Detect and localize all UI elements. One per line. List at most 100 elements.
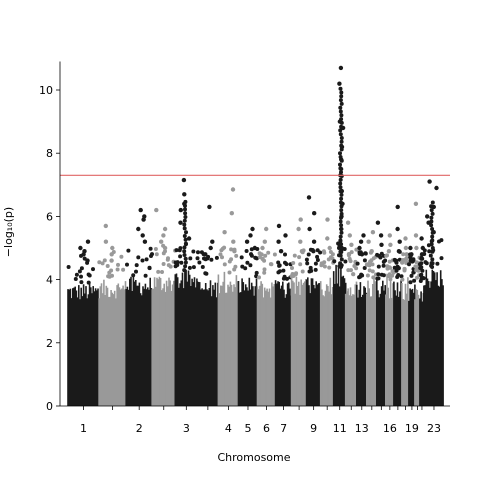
snp-point bbox=[77, 269, 82, 274]
snp-point bbox=[422, 248, 427, 253]
peak-snp-point bbox=[413, 201, 419, 206]
peak-snp-point bbox=[419, 236, 424, 241]
peak-snp-point bbox=[361, 233, 366, 238]
peak-snp-point bbox=[182, 222, 187, 227]
peak-snp-point bbox=[183, 199, 188, 204]
peak-snp-point bbox=[312, 211, 317, 216]
peak-snp-point bbox=[110, 245, 115, 251]
peak-snp-point bbox=[244, 239, 250, 244]
snp-point bbox=[313, 261, 318, 266]
peak-snp-point bbox=[339, 90, 344, 95]
snp-point bbox=[439, 238, 444, 243]
peak-snp-point bbox=[230, 187, 236, 192]
peak-snp-point bbox=[346, 252, 352, 257]
snp-point bbox=[107, 274, 112, 279]
snp-point bbox=[297, 255, 302, 260]
snp-point bbox=[249, 253, 254, 258]
peak-snp-point bbox=[349, 242, 354, 247]
x-tick-label: 13 bbox=[355, 422, 369, 435]
snp-point bbox=[134, 263, 139, 268]
snp-point bbox=[254, 270, 259, 275]
snp-point bbox=[102, 258, 107, 263]
peak-snp-point bbox=[78, 245, 83, 251]
peak-snp-point bbox=[264, 226, 269, 232]
peak-snp-point bbox=[103, 239, 109, 244]
x-tick-label: 1 bbox=[80, 422, 87, 435]
chromosome-8-points bbox=[237, 226, 260, 406]
peak-snp-point bbox=[338, 249, 343, 254]
chromosome-11-points bbox=[289, 217, 307, 406]
snp-point bbox=[178, 254, 183, 259]
peak-snp-point bbox=[182, 268, 187, 273]
x-tick-label: 5 bbox=[244, 422, 251, 435]
peak-snp-point bbox=[379, 242, 384, 247]
peak-snp-point bbox=[430, 227, 435, 231]
chromosome-2-points bbox=[97, 223, 127, 406]
peak-snp-point bbox=[252, 245, 257, 251]
peak-snp-point bbox=[203, 252, 208, 257]
peak-snp-point bbox=[210, 239, 215, 244]
snp-point bbox=[419, 256, 424, 261]
peak-snp-point bbox=[311, 249, 316, 254]
snp-point bbox=[107, 270, 112, 275]
snp-point bbox=[315, 254, 320, 259]
chromosome-6-points bbox=[195, 204, 219, 406]
peak-snp-point bbox=[338, 181, 343, 186]
peak-snp-point bbox=[178, 220, 183, 225]
peak-snp-point bbox=[430, 257, 435, 262]
peak-snp-point bbox=[178, 207, 183, 213]
peak-snp-point bbox=[250, 226, 255, 232]
peak-snp-point bbox=[339, 101, 344, 106]
peak-snp-point bbox=[154, 207, 159, 213]
peak-snp-point bbox=[182, 226, 187, 231]
snp-point bbox=[305, 261, 310, 266]
snp-point bbox=[156, 269, 161, 274]
snp-point bbox=[343, 259, 348, 264]
peak-snp-point bbox=[429, 219, 434, 224]
peak-snp-point bbox=[339, 204, 344, 209]
snp-point bbox=[143, 273, 148, 278]
snp-point bbox=[313, 267, 318, 272]
peak-snp-point bbox=[142, 239, 148, 244]
snp-point bbox=[388, 277, 393, 282]
x-tick-label: 3 bbox=[183, 422, 190, 435]
snp-point bbox=[174, 248, 179, 253]
snp-point bbox=[227, 270, 232, 275]
peak-snp-point bbox=[387, 233, 392, 238]
snp-point bbox=[357, 275, 362, 280]
peak-snp-point bbox=[338, 151, 342, 156]
peak-snp-point bbox=[136, 226, 141, 232]
peak-snp-point bbox=[339, 192, 344, 197]
chromosome-9-points bbox=[256, 226, 277, 406]
peak-snp-point bbox=[430, 234, 435, 239]
snp-point bbox=[418, 266, 423, 270]
snp-point bbox=[283, 260, 287, 265]
y-axis: 0 2 4 6 8 10 bbox=[39, 61, 61, 413]
peak-snp-point bbox=[395, 204, 400, 210]
y-tick-label: 2 bbox=[46, 337, 53, 350]
snp-point bbox=[435, 261, 440, 266]
peak-snp-point bbox=[337, 81, 342, 86]
snp-point bbox=[187, 265, 192, 270]
peak-snp-point bbox=[358, 239, 364, 244]
peak-snp-point bbox=[339, 158, 344, 163]
peak-snp-point bbox=[339, 147, 344, 152]
x-tick-label: 16 bbox=[383, 422, 397, 435]
snp-point bbox=[409, 273, 414, 278]
peak-snp-point bbox=[109, 258, 114, 263]
chromosome-7-points bbox=[217, 187, 239, 406]
y-axis-label: −log₁₀(p) bbox=[2, 207, 15, 257]
snp-point bbox=[346, 268, 351, 273]
snp-point bbox=[363, 251, 368, 256]
chromosome-1-points bbox=[66, 239, 99, 406]
snp-point bbox=[173, 264, 178, 269]
snp-point bbox=[154, 252, 159, 257]
snp-point bbox=[367, 268, 372, 273]
x-tick-label: 11 bbox=[333, 422, 347, 435]
peak-snp-point bbox=[82, 249, 87, 254]
peak-snp-point bbox=[306, 195, 312, 200]
snp-point bbox=[411, 270, 416, 275]
snp-point bbox=[362, 258, 367, 263]
peak-snp-point bbox=[338, 162, 342, 167]
peak-snp-point bbox=[208, 245, 213, 251]
